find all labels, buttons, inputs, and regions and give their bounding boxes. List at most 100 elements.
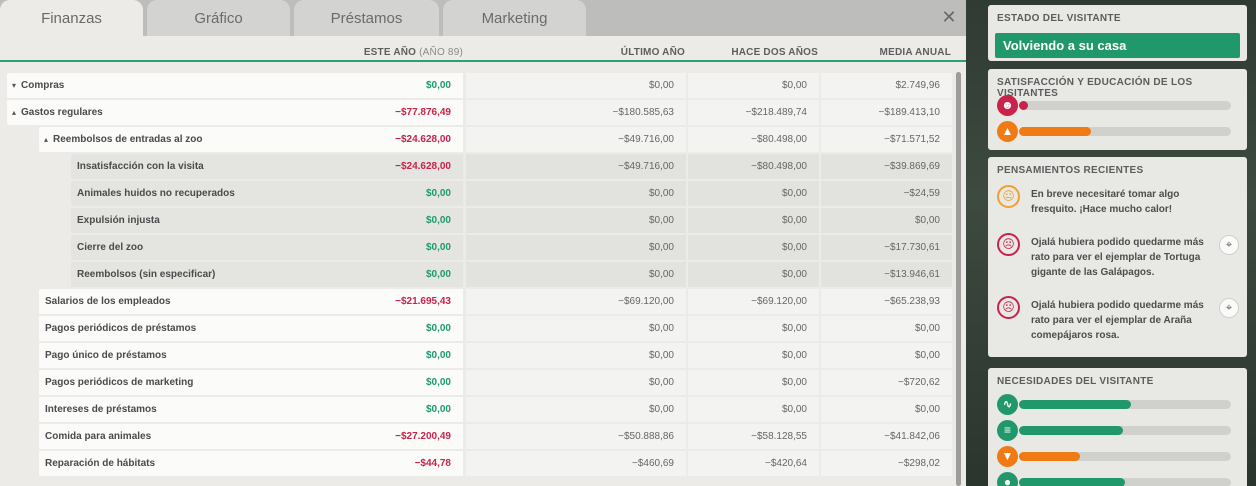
scrollbar-thumb[interactable] [956, 72, 961, 486]
table-row[interactable]: Intereses de préstamos $0,00 $0,00 $0,00 $0,… [0, 397, 966, 422]
row-label-cell: Expulsión injusta $0,00 [71, 208, 463, 233]
row-label-cell: Cierre del zoo $0,00 [71, 235, 463, 260]
value-last-year: −$49.716,00 [466, 127, 686, 152]
value-last-year: $0,00 [466, 370, 686, 395]
table-row[interactable]: Comida para animales −$27.200,49 −$50.888,… [0, 424, 966, 449]
table-row[interactable]: ▾ Compras $0,00 $0,00 $0,00 $2.749,96 [0, 73, 966, 98]
value-average: $0,00 [821, 316, 952, 341]
table-row[interactable]: Reembolsos (sin especificar) $0,00 $0,00 $0… [0, 262, 966, 287]
happy-face-icon: ☻ [997, 95, 1018, 116]
value-average: −$720,62 [821, 370, 952, 395]
meter-track [1019, 101, 1231, 110]
row-label: Pagos periódicos de marketing [45, 377, 194, 388]
row-label-cell: Reparación de hábitats −$44,78 [39, 451, 463, 476]
value-average: −$13.946,61 [821, 262, 952, 287]
value-average: −$65.238,93 [821, 289, 952, 314]
finance-window: Finanzas Gráfico Préstamos Marketing ✕ E… [0, 0, 966, 486]
tab-grafico[interactable]: Gráfico [147, 0, 290, 36]
value-average: −$41.842,06 [821, 424, 952, 449]
row-label-cell: Salarios de los empleados −$21.695,43 [39, 289, 463, 314]
value-this-year: $0,00 [425, 377, 451, 388]
value-average: −$24,59 [821, 181, 952, 206]
tab-prestamos[interactable]: Préstamos [294, 0, 439, 36]
row-label: Reparación de hábitats [45, 458, 156, 469]
scrollbar[interactable] [956, 72, 961, 486]
meter-row: ▼ [997, 446, 1235, 467]
food-icon: ≡ [997, 420, 1018, 441]
table-row[interactable]: Insatisfacción con la visita −$24.628,00 −… [0, 154, 966, 179]
row-label: Expulsión injusta [77, 215, 160, 226]
value-this-year: −$44,78 [414, 458, 451, 469]
value-last-year: −$180.585,63 [466, 100, 686, 125]
value-two-years: $0,00 [688, 181, 819, 206]
value-this-year: $0,00 [425, 323, 451, 334]
value-two-years: −$218.489,74 [688, 100, 819, 125]
visitor-status-panel: ESTADO DEL VISITANTE Volviendo a su casa [988, 5, 1247, 61]
tab-finanzas[interactable]: Finanzas [0, 0, 143, 36]
table-row[interactable]: ▴ Gastos regulares −$77.876,49 −$180.585,63… [0, 100, 966, 125]
value-this-year: −$27.200,49 [395, 431, 451, 442]
chevron-down-icon[interactable]: ▾ [11, 81, 16, 90]
table-row[interactable]: Expulsión injusta $0,00 $0,00 $0,00 $0,00 [0, 208, 966, 233]
value-average: −$298,02 [821, 451, 952, 476]
table-row[interactable]: Cierre del zoo $0,00 $0,00 $0,00 −$17.730,61 [0, 235, 966, 260]
row-label: Pagos periódicos de préstamos [45, 323, 197, 334]
thoughts-panel: PENSAMIENTOS RECIENTES 😐 En breve necesit… [988, 157, 1247, 357]
chevron-up-icon[interactable]: ▴ [43, 135, 48, 144]
value-this-year: $0,00 [425, 404, 451, 415]
meter-row: ≡ [997, 420, 1235, 441]
meter-fill [1019, 400, 1131, 409]
value-this-year: $0,00 [425, 188, 451, 199]
value-last-year: −$460,69 [466, 451, 686, 476]
chevron-up-icon[interactable]: ▴ [11, 108, 16, 117]
value-this-year: $0,00 [425, 242, 451, 253]
row-label-cell: Intereses de préstamos $0,00 [39, 397, 463, 422]
close-icon[interactable]: ✕ [941, 7, 957, 27]
row-label-cell: Comida para animales −$27.200,49 [39, 424, 463, 449]
meter-fill [1019, 127, 1091, 136]
value-average: $0,00 [821, 208, 952, 233]
value-two-years: −$58.128,55 [688, 424, 819, 449]
row-label: Compras [21, 80, 65, 91]
value-two-years: $0,00 [688, 73, 819, 98]
value-last-year: $0,00 [466, 316, 686, 341]
value-this-year: −$77.876,49 [395, 107, 451, 118]
row-label: Salarios de los empleados [45, 296, 171, 307]
row-label: Pago único de préstamos [45, 350, 167, 361]
value-last-year: $0,00 [466, 181, 686, 206]
meter-fill [1019, 426, 1123, 435]
table-row[interactable]: Pago único de préstamos $0,00 $0,00 $0,00 $0… [0, 343, 966, 368]
value-two-years: −$80.498,00 [688, 154, 819, 179]
meter-row: ▲ [997, 121, 1235, 142]
meter-track [1019, 426, 1231, 435]
row-label: Reembolsos (sin especificar) [77, 269, 216, 280]
table-row[interactable]: Pagos periódicos de marketing $0,00 $0,00 $… [0, 370, 966, 395]
visitor-status-title: ESTADO DEL VISITANTE [997, 13, 1121, 24]
needs-title: NECESIDADES DEL VISITANTE [997, 376, 1154, 387]
graduation-cap-icon: ▲ [997, 121, 1018, 142]
table-row[interactable]: Reparación de hábitats −$44,78 −$460,69 −$4… [0, 451, 966, 476]
value-this-year: −$24.628,00 [395, 134, 451, 145]
tab-marketing[interactable]: Marketing [443, 0, 586, 36]
meter-row: ∿ [997, 394, 1235, 415]
table-row[interactable]: Animales huidos no recuperados $0,00 $0,00… [0, 181, 966, 206]
needs-panel: NECESIDADES DEL VISITANTE ∿ ≡ ▼ ● [988, 368, 1247, 486]
location-pin-icon[interactable]: ⌖ [1219, 235, 1239, 255]
table-row[interactable]: Pagos periódicos de préstamos $0,00 $0,00 $… [0, 316, 966, 341]
header-average: MEDIA ANUAL [879, 47, 951, 58]
value-average: $0,00 [821, 343, 952, 368]
drink-icon: ▼ [997, 446, 1018, 467]
value-last-year: $0,00 [466, 235, 686, 260]
table-row[interactable]: Salarios de los empleados −$21.695,43 −$69… [0, 289, 966, 314]
table-row[interactable]: ▴ Reembolsos de entradas al zoo −$24.628,0… [0, 127, 966, 152]
value-two-years: −$420,64 [688, 451, 819, 476]
value-two-years: $0,00 [688, 397, 819, 422]
value-last-year: −$69.120,00 [466, 289, 686, 314]
meter-fill [1019, 478, 1125, 486]
meter-row: ☻ [997, 95, 1235, 116]
value-last-year: $0,00 [466, 343, 686, 368]
tab-bar: Finanzas Gráfico Préstamos Marketing ✕ [0, 0, 966, 36]
header-two-years: HACE DOS AÑOS [731, 47, 818, 58]
thought-text: Ojalá hubiera podido quedarme más rato p… [1031, 300, 1204, 341]
location-pin-icon[interactable]: ⌖ [1219, 298, 1239, 318]
